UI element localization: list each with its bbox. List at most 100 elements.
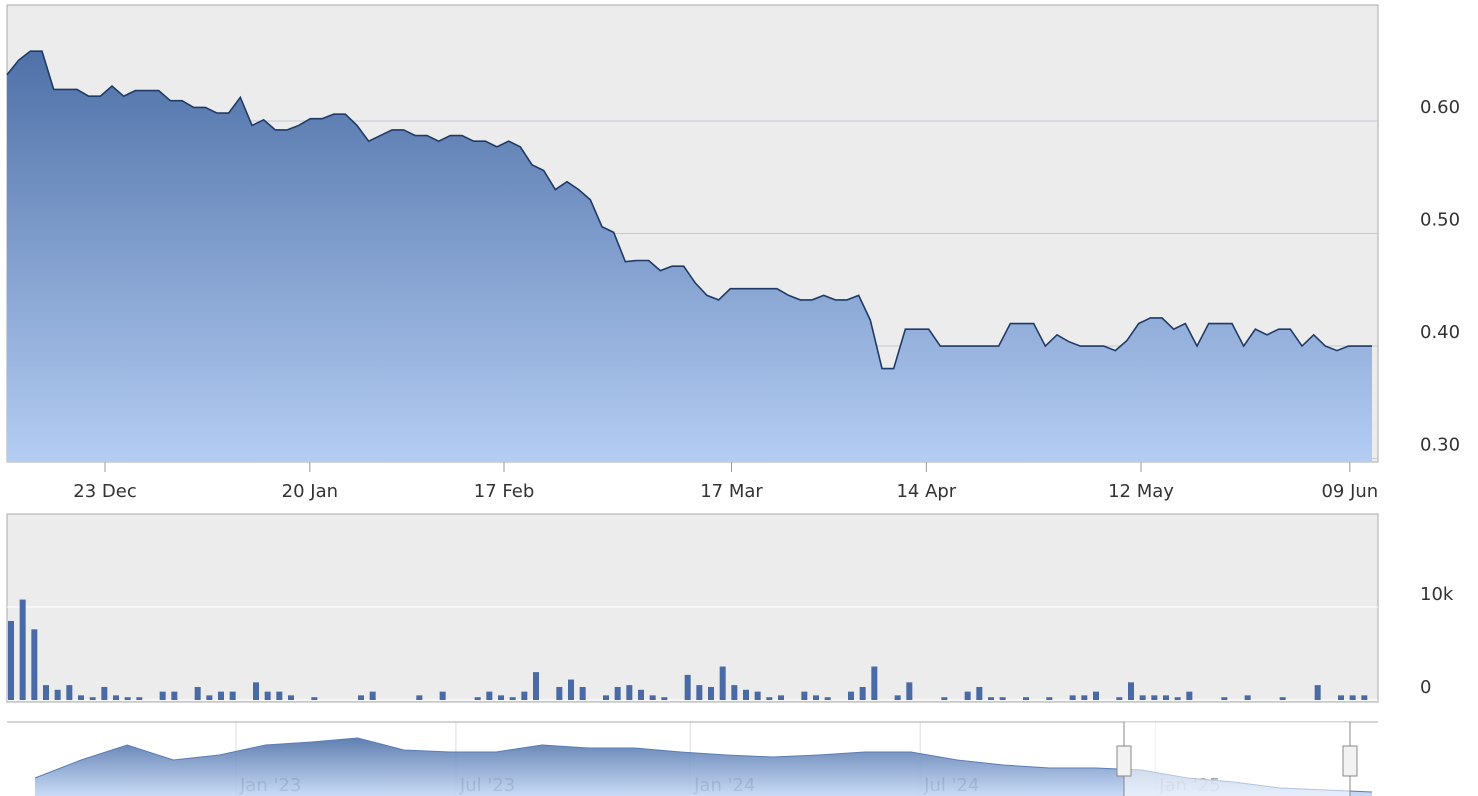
volume-bar: [369, 691, 376, 700]
volume-bar: [988, 697, 994, 700]
volume-bar: [206, 695, 213, 700]
volume-bar: [136, 697, 143, 700]
volume-bar: [194, 686, 201, 700]
volume-bar: [684, 674, 691, 700]
volume-bar: [638, 689, 644, 700]
volume-bar: [1279, 697, 1286, 700]
navigator-selection: [1124, 722, 1350, 796]
volume-bar: [1116, 697, 1123, 700]
volume-bar: [999, 697, 1006, 700]
volume-bar: [1186, 691, 1193, 700]
volume-bar: [218, 691, 224, 700]
volume-bar: [1338, 695, 1344, 700]
navigator-handle[interactable]: [1116, 745, 1132, 777]
volume-bar: [708, 686, 714, 700]
volume-bar: [1139, 695, 1146, 700]
volume-bar: [754, 691, 761, 700]
volume-bar: [171, 691, 178, 700]
volume-bar: [1244, 695, 1251, 700]
x-tick-label: 23 Dec: [73, 481, 136, 502]
volume-bar: [124, 697, 131, 700]
volume-bar: [813, 695, 819, 700]
volume-bar: [1023, 697, 1029, 700]
volume-bar: [8, 620, 14, 700]
volume-bar: [78, 695, 84, 700]
volume-bar: [824, 697, 831, 700]
x-tick-label: 09 Jun: [1321, 481, 1378, 502]
volume-bar: [1221, 697, 1228, 700]
volume-bar: [941, 697, 948, 700]
volume-bar: [1349, 695, 1356, 700]
volume-bar: [801, 691, 808, 700]
y-tick-label: 10k: [1420, 584, 1454, 605]
y-tick-label: 0.40: [1420, 322, 1460, 343]
volume-bar: [1093, 691, 1099, 700]
price-area: [7, 51, 1372, 463]
volume-bar: [696, 685, 703, 700]
volume-bar: [439, 691, 446, 700]
volume-bar: [1361, 695, 1368, 700]
plots: 0.30 0.40 0.50 0.60 23 Dec 20 Jan 17 Feb 17 Mar…: [6, 50, 1460, 796]
volume-bar: [311, 697, 318, 700]
volume-bar: [603, 695, 609, 700]
volume-bar: [54, 689, 61, 700]
volume-bar: [89, 697, 96, 700]
volume-bar: [766, 697, 773, 700]
volume-bar: [556, 686, 563, 700]
volume-bar: [579, 686, 586, 700]
volume-bar: [498, 695, 504, 700]
volume-bar: [1046, 697, 1053, 700]
volume-bar: [264, 691, 271, 700]
y-tick-label: 0: [1420, 677, 1431, 698]
volume-panel: [6, 513, 1379, 703]
volume-bar: [253, 682, 259, 700]
volume-bar: [113, 695, 119, 700]
volume-bar: [416, 695, 423, 700]
x-tick-label: 12 May: [1108, 481, 1174, 502]
volume-bar: [743, 689, 749, 700]
navigator-handle[interactable]: [1342, 745, 1358, 777]
volume-bar: [731, 685, 738, 700]
volume-bar: [19, 599, 26, 700]
volume-bar: [43, 685, 49, 700]
volume-bar: [229, 691, 236, 700]
price-line: [6, 50, 1372, 370]
volume-bar: [649, 695, 656, 700]
nav-area: [35, 738, 1372, 796]
volume-bar: [1174, 697, 1181, 700]
volume-bar: [31, 629, 38, 700]
volume-bar: [848, 691, 854, 700]
volume-bar: [1081, 695, 1088, 700]
volume-bar: [486, 691, 493, 700]
volume-bar: [719, 666, 726, 700]
volume-bar: [859, 686, 866, 700]
y-tick-label: 0.50: [1420, 210, 1460, 231]
volume-bar: [1128, 682, 1134, 700]
volume-bar: [568, 679, 574, 700]
volume-bar: [778, 695, 784, 700]
volume-bar: [66, 685, 73, 700]
volume-bar: [894, 695, 901, 700]
x-tick-label: 17 Mar: [700, 481, 763, 502]
x-tick-label: 17 Feb: [474, 481, 535, 502]
volume-bar: [1151, 695, 1158, 700]
volume-bar: [509, 697, 516, 700]
volume-bar: [976, 686, 983, 700]
x-tick-label: 14 Apr: [896, 481, 956, 502]
volume-bar: [871, 666, 878, 700]
volume-bar: [474, 697, 481, 700]
volume-bar: [906, 682, 913, 700]
volume-bar: [358, 695, 364, 700]
volume-bar: [614, 686, 621, 700]
y-tick-label: 0.30: [1420, 435, 1460, 456]
volume-bar: [661, 697, 668, 700]
volume-bar: [533, 672, 539, 700]
volume-bar: [276, 691, 283, 700]
x-tick-label: 20 Jan: [282, 481, 338, 502]
volume-bar: [964, 691, 971, 700]
volume-bar: [521, 691, 528, 700]
volume-bar: [1069, 695, 1076, 700]
volume-bar: [159, 691, 166, 700]
